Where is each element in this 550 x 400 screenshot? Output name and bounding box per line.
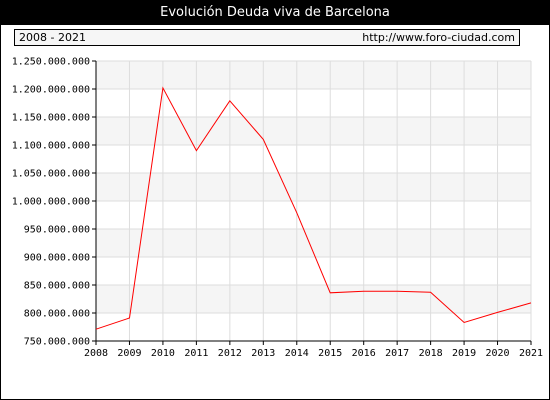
x-tick-label: 2018 <box>419 348 443 359</box>
x-tick-label: 2009 <box>117 348 141 359</box>
y-tick-label: 750.000.000 <box>24 337 90 348</box>
x-tick-label: 2008 <box>84 348 108 359</box>
y-tick-label: 1.000.000.000 <box>12 197 90 208</box>
y-axis-ticks: 750.000.000 800.000.000 850.000.000 900.000… <box>12 57 90 348</box>
x-axis-ticks: 2008 2009 2010 2011 2012 2013 2014 2015 2016 2017… <box>84 348 543 359</box>
x-tick-label: 2013 <box>251 348 275 359</box>
y-tick-label: 950.000.000 <box>24 225 90 236</box>
y-tick-label: 900.000.000 <box>24 253 90 264</box>
y-tick-label: 1.050.000.000 <box>12 169 90 180</box>
y-tick-label: 1.100.000.000 <box>12 141 90 152</box>
info-bar: 2008 - 2021 http://www.foro-ciudad.com <box>14 29 520 46</box>
x-tick-label: 2016 <box>352 348 376 359</box>
series-line <box>95 86 532 330</box>
x-tick-label: 2019 <box>452 348 476 359</box>
x-tick-label: 2017 <box>385 348 409 359</box>
data-series <box>95 86 532 330</box>
grid-band <box>96 285 531 313</box>
y-tick-label: 1.200.000.000 <box>12 85 90 96</box>
y-tick-label: 1.250.000.000 <box>12 57 90 68</box>
x-tick-label: 2012 <box>218 348 242 359</box>
x-tick-label: 2021 <box>519 348 543 359</box>
x-tick-label: 2010 <box>151 348 175 359</box>
period-label: 2008 - 2021 <box>19 31 86 44</box>
y-tick-label: 800.000.000 <box>24 309 90 320</box>
x-tick-label: 2011 <box>184 348 208 359</box>
y-tick-label: 1.150.000.000 <box>12 113 90 124</box>
chart-title: Evolución Deuda viva de Barcelona <box>1 1 549 25</box>
x-tick-label: 2020 <box>485 348 509 359</box>
grid-band <box>96 117 531 145</box>
grid-band <box>96 61 531 89</box>
background-bands <box>96 61 531 313</box>
source-link[interactable]: http://www.foro-ciudad.com <box>362 31 515 44</box>
x-tick-label: 2015 <box>318 348 342 359</box>
x-tick-label: 2014 <box>285 348 309 359</box>
grid-band <box>96 173 531 201</box>
axes <box>92 60 532 345</box>
y-tick-label: 850.000.000 <box>24 281 90 292</box>
